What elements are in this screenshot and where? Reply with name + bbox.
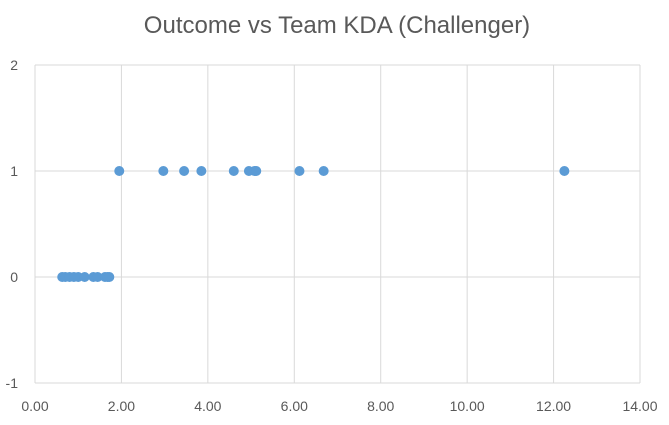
data-point — [294, 166, 305, 176]
x-tick-label: 10.00 — [450, 398, 485, 414]
data-points — [57, 166, 570, 282]
x-tick-label: 6.00 — [281, 398, 308, 414]
data-point — [92, 272, 103, 282]
y-axis-tick-labels: -1 0 1 2 — [6, 57, 19, 391]
y-tick-label: 2 — [10, 57, 18, 73]
y-tick-label: 1 — [10, 163, 18, 179]
data-point — [196, 166, 207, 176]
x-tick-label: 2.00 — [108, 398, 135, 414]
axes — [34, 65, 640, 384]
x-tick-label: 4.00 — [194, 398, 221, 414]
x-tick-label: 14.00 — [622, 398, 657, 414]
chart-title: Outcome vs Team KDA (Challenger) — [144, 12, 530, 39]
data-point — [158, 166, 169, 176]
x-tick-label: 12.00 — [536, 398, 571, 414]
data-point — [79, 272, 90, 282]
grid-lines — [34, 64, 641, 384]
data-point — [104, 272, 115, 282]
data-point — [228, 166, 239, 176]
x-tick-label: 0.00 — [21, 398, 48, 414]
x-tick-label: 8.00 — [367, 398, 394, 414]
data-point — [251, 166, 262, 176]
y-tick-label: 0 — [10, 269, 18, 285]
data-point — [559, 166, 570, 176]
data-point — [114, 166, 125, 176]
y-tick-label: -1 — [6, 375, 19, 391]
x-axis-tick-labels: 0.00 2.00 4.00 6.00 8.00 10.00 12.00 14.00 — [21, 398, 657, 414]
data-point — [179, 166, 190, 176]
data-point — [318, 166, 329, 176]
